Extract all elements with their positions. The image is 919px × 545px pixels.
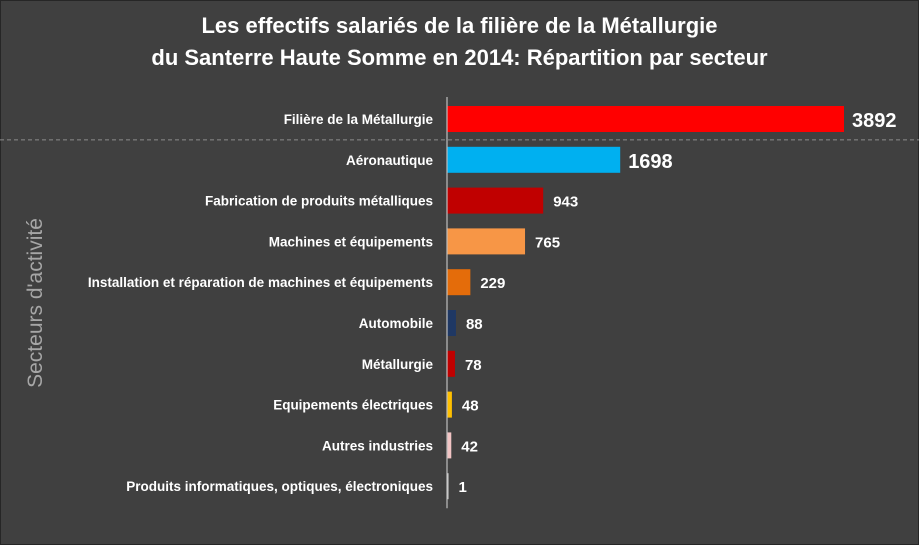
value-label: 78 — [465, 357, 482, 374]
value-label: 229 — [480, 275, 505, 292]
value-label: 48 — [462, 398, 479, 415]
bar — [447, 269, 471, 296]
bar — [447, 146, 621, 173]
category-label: Autres industries — [322, 438, 433, 453]
category-label: Installation et réparation de machines e… — [88, 275, 433, 290]
value-label: 88 — [466, 316, 483, 333]
category-label: Filière de la Métallurgie — [284, 112, 434, 127]
bar — [447, 432, 452, 459]
bar — [447, 106, 844, 132]
value-label: 3892 — [852, 110, 897, 132]
chart-title-line-2: du Santerre Haute Somme en 2014: Réparti… — [151, 45, 768, 70]
category-label: Métallurgie — [362, 357, 434, 372]
bar — [447, 228, 526, 255]
category-label: Produits informatiques, optiques, électr… — [126, 479, 433, 494]
category-label: Fabrication de produits métalliques — [205, 194, 433, 209]
value-label: 42 — [461, 438, 478, 455]
chart-title: Les effectifs salariés de la filière de … — [0, 10, 919, 74]
bar — [447, 391, 452, 418]
chart-title-line-1: Les effectifs salariés de la filière de … — [201, 13, 718, 38]
bar — [447, 187, 544, 214]
value-label: 943 — [553, 194, 578, 211]
bar — [447, 310, 456, 336]
category-label: Aéronautique — [346, 153, 433, 168]
category-label: Automobile — [359, 316, 434, 331]
value-label: 1698 — [628, 151, 673, 173]
category-label: Equipements électriques — [273, 398, 433, 413]
category-label: Machines et équipements — [269, 234, 433, 249]
bar — [447, 473, 449, 500]
value-label: 765 — [535, 234, 560, 251]
value-label: 1 — [459, 479, 467, 496]
bar — [447, 350, 455, 377]
